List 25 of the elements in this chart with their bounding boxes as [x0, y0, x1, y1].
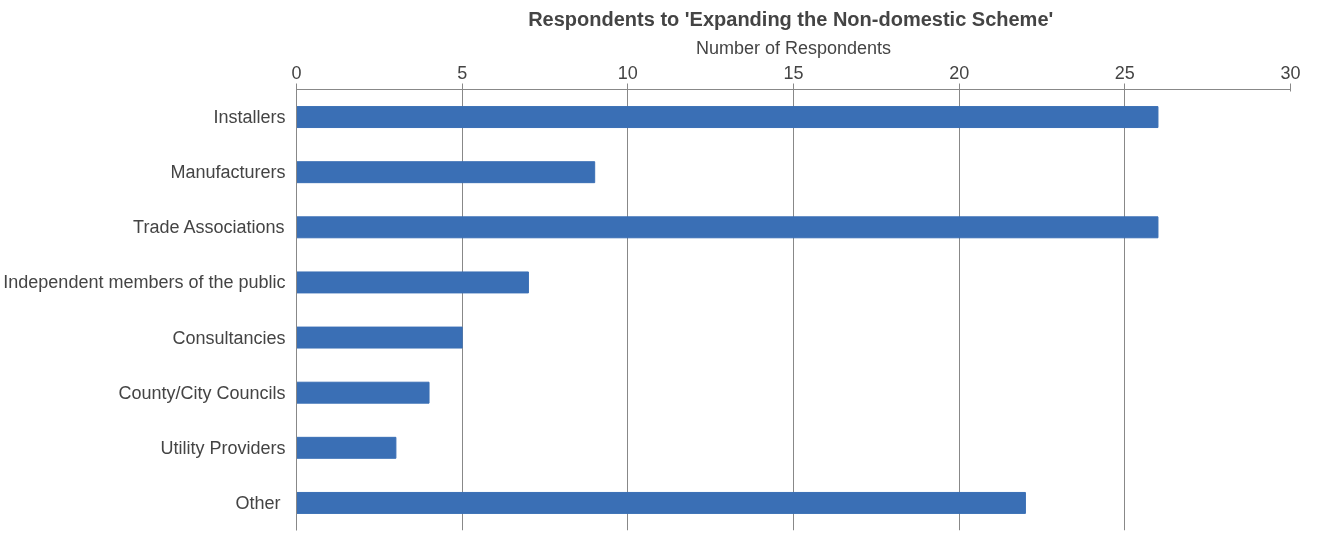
x-tick-label: 20 [949, 62, 970, 83]
y-tick-label: Independent members of the public [3, 272, 286, 293]
y-tick-label: Installers [213, 107, 286, 128]
y-tick-label: Other [235, 492, 281, 513]
x-tick-label: 5 [457, 62, 468, 83]
bar [296, 326, 463, 349]
y-tick-label: Manufacturers [170, 162, 286, 183]
bar [296, 436, 397, 459]
x-tick-label: 10 [617, 62, 638, 83]
bar [296, 106, 1159, 129]
y-tick-label: Trade Associations [133, 217, 285, 238]
x-tick-label: 25 [1114, 62, 1135, 83]
bar [296, 491, 1026, 514]
x-tick-label: 15 [783, 62, 804, 83]
y-tick-label: Utility Providers [160, 437, 286, 458]
y-tick-label: Consultancies [172, 327, 286, 348]
bar [296, 381, 430, 404]
bar [296, 216, 1159, 239]
y-tick-label: County/City Councils [118, 382, 286, 403]
x-tick-label: 0 [291, 62, 302, 83]
x-tick-label: 30 [1280, 62, 1301, 83]
bar [296, 161, 596, 184]
chart-title: Respondents to 'Expanding the Non-domestic Scheme' [528, 7, 1054, 30]
x-axis-title: Number of Respondents [695, 37, 892, 58]
bar [296, 271, 529, 294]
